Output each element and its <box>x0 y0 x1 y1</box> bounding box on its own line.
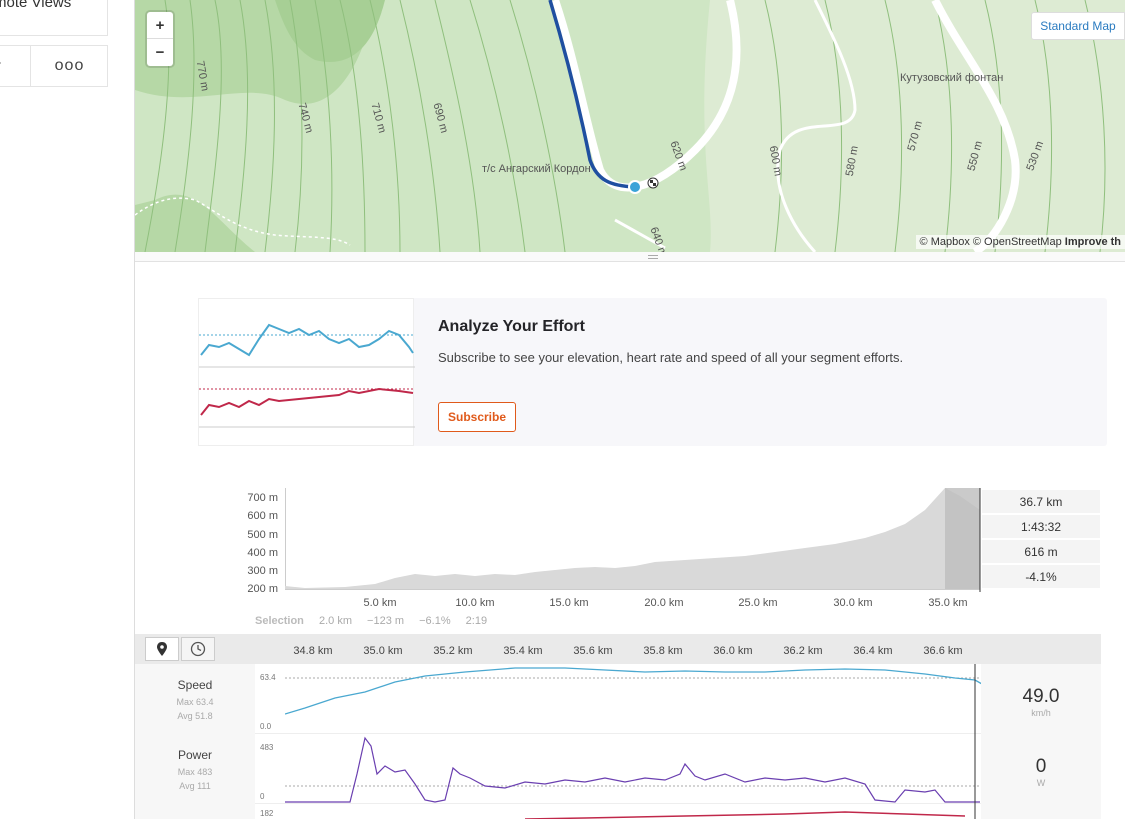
speed-avg: Avg 51.8 <box>177 711 213 721</box>
upsell-title: Analyze Your Effort <box>438 318 585 335</box>
place-label: Кутузовский фонтан <box>900 72 1004 84</box>
place-label: т/с Ангарский Кордон <box>482 163 591 175</box>
y-tick: 300 m <box>247 565 278 577</box>
map-attribution: © Mapbox © OpenStreetMap Improve th <box>915 235 1125 249</box>
x-tick: 10.0 km <box>455 597 495 609</box>
analysis-x-tick: 35.2 km <box>433 645 473 657</box>
stat-time: 1:43:32 <box>982 515 1100 539</box>
subscribe-button[interactable]: Subscribe <box>438 402 516 432</box>
x-tick: 30.0 km <box>833 597 873 609</box>
heartrate-y-top: 182 <box>260 809 274 818</box>
power-value: 0 <box>1035 756 1047 777</box>
remote-views-label: mote Views <box>0 0 72 11</box>
analysis-x-tick: 34.8 km <box>293 645 333 657</box>
y-tick: 500 m <box>247 529 278 541</box>
power-label-panel: Power Max 483 Avg 111 <box>135 734 255 804</box>
y-tick: 200 m <box>247 583 278 595</box>
share-button[interactable]: › <box>0 46 31 86</box>
x-tick: 15.0 km <box>549 597 589 609</box>
upsell-chart-image <box>198 298 415 446</box>
speed-unit: km/h <box>1031 708 1051 718</box>
power-label: Power <box>177 748 212 762</box>
analysis-x-tick: 35.4 km <box>503 645 543 657</box>
sidebar-divider <box>134 0 135 819</box>
time-mode-button[interactable] <box>181 637 215 661</box>
improve-map-link[interactable]: Improve th <box>1064 236 1121 248</box>
power-value-panel: 0 W <box>981 734 1101 804</box>
attribution-text: © Mapbox © OpenStreetMap <box>919 236 1062 248</box>
elevation-chart[interactable] <box>285 488 985 592</box>
map-style-button[interactable]: Standard Map <box>1031 12 1125 40</box>
distance-mode-button[interactable] <box>145 637 179 661</box>
selection-distance: 2.0 km <box>318 615 352 627</box>
speed-value-panel: 49.0 km/h <box>981 664 1101 734</box>
zoom-out-button[interactable]: − <box>155 44 165 61</box>
selection-elev: −123 m <box>367 615 405 627</box>
heartrate-value-panel <box>981 804 1101 819</box>
analysis-x-tick: 36.6 km <box>923 645 963 657</box>
zoom-control: + − <box>147 12 173 66</box>
analysis-x-tick: 35.6 km <box>573 645 613 657</box>
speed-max: Max 63.4 <box>176 697 214 707</box>
power-y-bottom: 0 <box>260 792 265 801</box>
power-stream[interactable]: Power Max 483 Avg 111 483 0 0 W <box>135 734 1101 804</box>
analysis-toolbar <box>135 634 1101 664</box>
chevron-right-icon: › <box>0 54 1 72</box>
heartrate-chart[interactable] <box>285 804 985 819</box>
speed-y-bottom: 0.0 <box>260 722 272 731</box>
x-tick: 20.0 km <box>644 597 684 609</box>
power-y-top: 483 <box>260 743 274 752</box>
power-max: Max 483 <box>177 767 213 777</box>
stat-distance: 36.7 km <box>982 490 1100 514</box>
power-avg: Avg 111 <box>179 781 211 791</box>
stat-grade: -4.1% <box>982 565 1100 589</box>
map-canvas[interactable] <box>135 0 1125 252</box>
segment-map[interactable]: 770 m 740 m 710 m 690 m 620 m 600 m 580 … <box>135 0 1125 252</box>
zoom-in-button[interactable]: + <box>147 12 173 39</box>
power-chart[interactable] <box>285 734 985 804</box>
analysis-x-tick: 36.2 km <box>783 645 823 657</box>
grip-icon <box>648 255 658 259</box>
y-tick: 600 m <box>247 510 278 522</box>
x-tick: 5.0 km <box>363 597 397 609</box>
power-unit: W <box>1036 778 1046 788</box>
speed-stream[interactable]: Speed Max 63.4 Avg 51.8 63.4 0.0 49.0 km… <box>135 664 1101 734</box>
speed-label-panel: Speed Max 63.4 Avg 51.8 <box>135 664 255 734</box>
speed-value: 49.0 <box>1022 686 1060 707</box>
y-tick: 400 m <box>247 547 278 559</box>
heartrate-label-panel <box>135 804 255 819</box>
x-tick: 25.0 km <box>738 597 778 609</box>
analysis-x-tick: 36.0 km <box>713 645 753 657</box>
heartrate-stream[interactable]: 182 <box>135 804 1101 819</box>
speed-y-top: 63.4 <box>260 673 276 682</box>
stat-elevation: 616 m <box>982 540 1100 564</box>
selection-summary: Selection 2.0 km −123 m −6.1% 2:19 <box>255 615 499 627</box>
selection-label: Selection <box>255 615 304 627</box>
map-pin-icon <box>157 642 167 656</box>
selection-grade: −6.1% <box>419 615 451 627</box>
clock-icon <box>190 641 206 657</box>
speed-chart[interactable] <box>285 664 985 734</box>
y-tick: 700 m <box>247 492 278 504</box>
more-options-button[interactable]: ooo <box>31 46 108 86</box>
analysis-x-tick: 35.8 km <box>643 645 683 657</box>
analysis-x-tick: 36.4 km <box>853 645 893 657</box>
upsell-description: Subscribe to see your elevation, heart r… <box>438 350 904 365</box>
sidebar-action-row: › ooo <box>0 45 108 87</box>
analysis-x-tick: 35.0 km <box>363 645 403 657</box>
map-resize-handle[interactable] <box>135 252 1125 262</box>
remote-views-tab[interactable]: mote Views <box>0 0 108 36</box>
x-tick: 35.0 km <box>928 597 968 609</box>
upsell-card: Analyze Your Effort Subscribe to see you… <box>198 298 1107 446</box>
selection-time: 2:19 <box>465 615 488 627</box>
speed-label: Speed <box>177 678 213 692</box>
more-icon: ooo <box>54 57 85 74</box>
